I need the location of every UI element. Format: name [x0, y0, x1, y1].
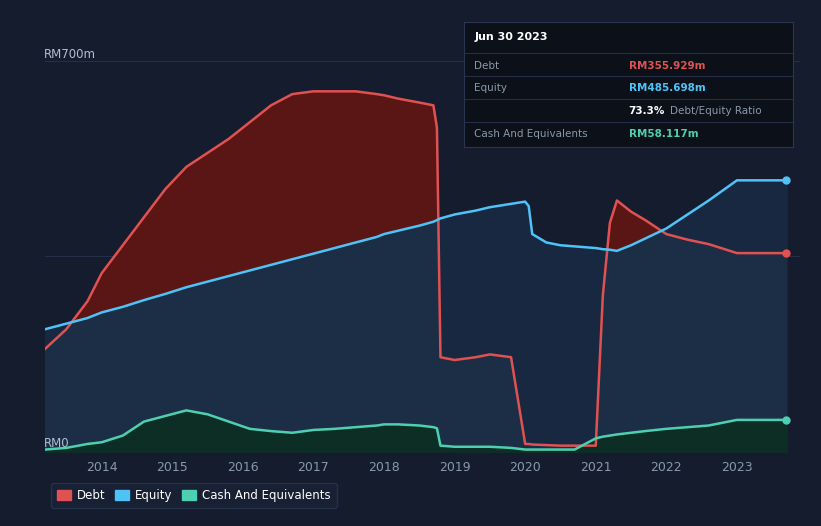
- Legend: Debt, Equity, Cash And Equivalents: Debt, Equity, Cash And Equivalents: [51, 483, 337, 508]
- Text: RM700m: RM700m: [44, 47, 95, 60]
- Text: RM0: RM0: [44, 437, 69, 450]
